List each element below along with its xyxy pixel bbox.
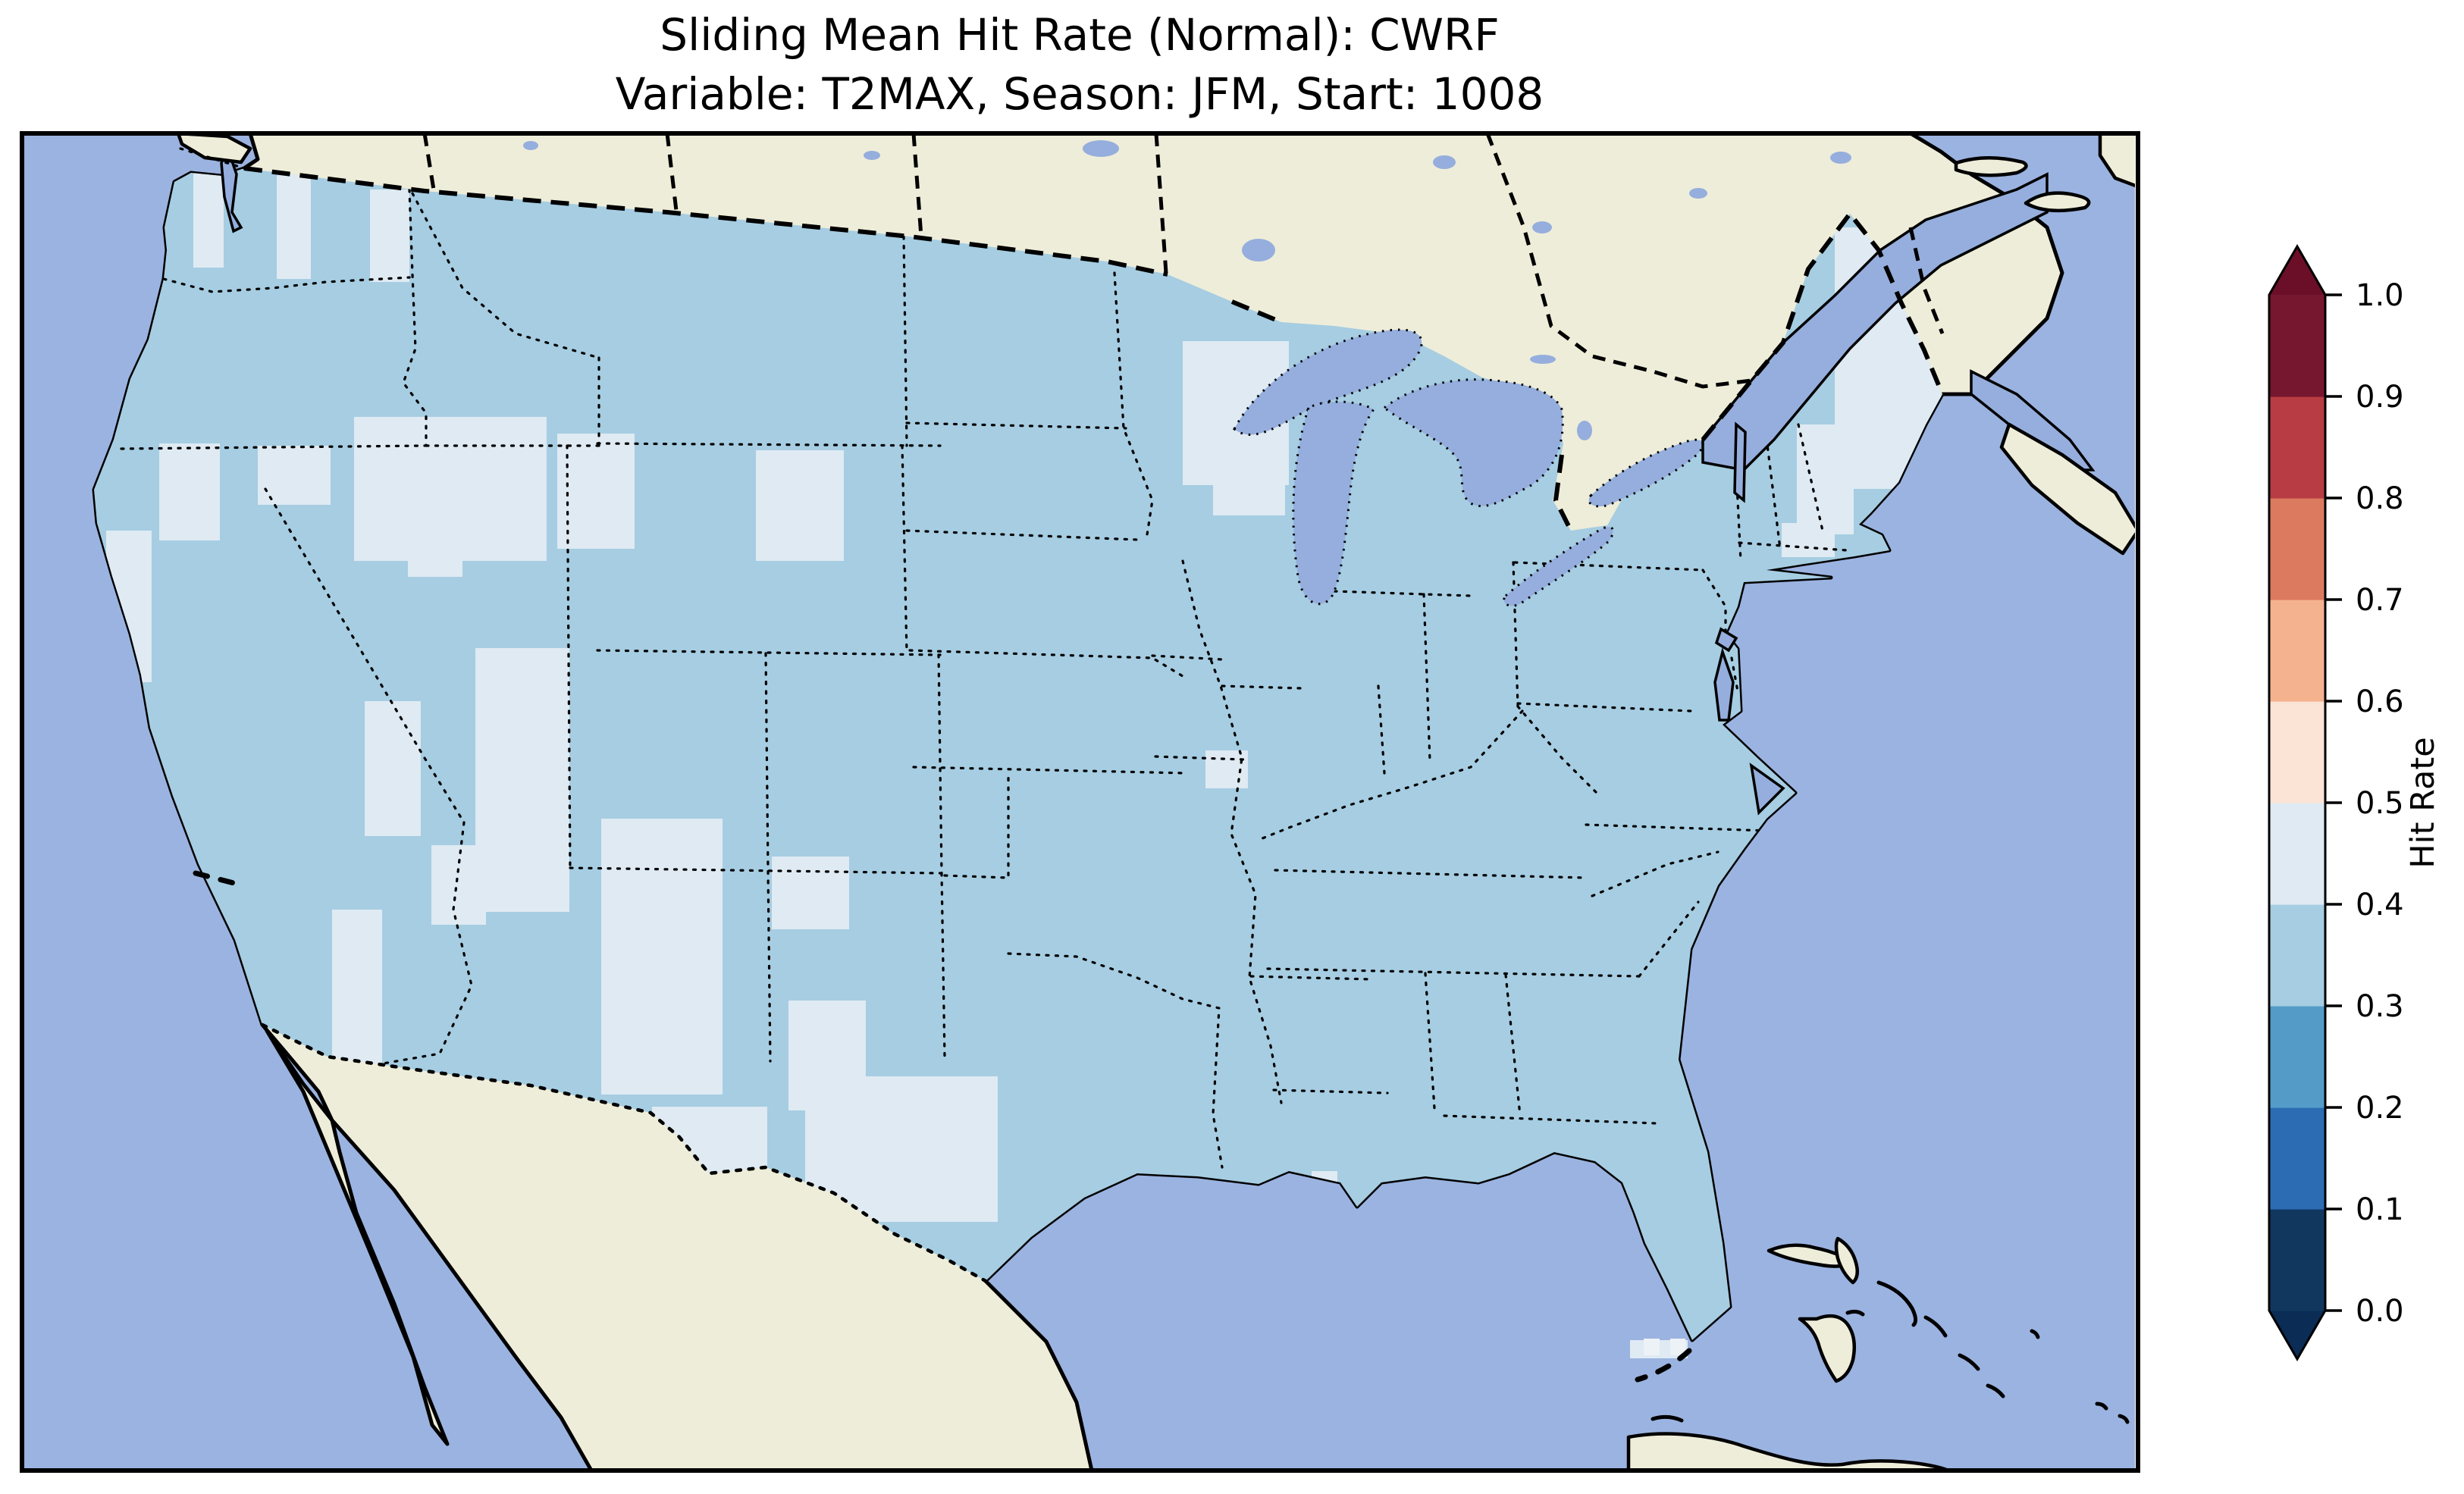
colorbar-bin-0.9-1.0 (2269, 295, 2325, 397)
strait-juan-de-fuca (179, 147, 246, 170)
florida-keys-cells (1630, 1339, 1688, 1358)
colorbar-bin-0.1-0.2 (2269, 1107, 2325, 1210)
pamlico-sound (1749, 763, 1785, 816)
vancouver-island (177, 136, 252, 164)
colorbar-bin-0.6-0.7 (2269, 600, 2325, 702)
colorbar-tick-label: 0.8 (2356, 481, 2404, 516)
hit-rate-light-patches (106, 168, 1942, 1222)
colorbar-tick-label: 0.7 (2356, 583, 2404, 618)
baja-california (265, 1029, 450, 1446)
abaco (1834, 1236, 1860, 1285)
colorbar-over-arrow (2269, 246, 2325, 295)
colorbar-bin-0.3-0.4 (2269, 904, 2325, 1007)
title-line-2: Variable: T2MAX, Season: JFM, Start: 100… (616, 68, 1544, 120)
colorbar-tick-label: 0.0 (2356, 1294, 2404, 1329)
puget-sound (220, 143, 243, 233)
us-canada-border (243, 166, 1945, 532)
islands (177, 136, 2135, 1468)
lake-erie (1503, 525, 1614, 607)
figure-title: Sliding Mean Hit Rate (Normal): CWRF Var… (616, 9, 1544, 120)
lake-champlain (1733, 421, 1747, 503)
lake-ontario (1588, 438, 1704, 508)
caribbean-bits (1651, 1402, 2130, 1424)
lake-michigan (1292, 400, 1376, 606)
great-lakes (1233, 328, 1704, 607)
st-lawrence-river (1701, 172, 2049, 471)
newfoundland-corner (2098, 136, 2135, 188)
colorbar-outline (2268, 244, 2327, 1361)
colorbar-tick-label: 0.3 (2356, 989, 2404, 1024)
colorbar-bin-0.2-0.3 (2269, 1006, 2325, 1108)
coastal-inlets (220, 143, 1785, 816)
lake-huron (1382, 378, 1564, 508)
colorbar-axis-label: Hit Rate (2404, 737, 2442, 868)
colorbar-tick-label: 0.2 (2356, 1091, 2404, 1126)
andros (1798, 1314, 1856, 1383)
delaware-bay (1714, 627, 1738, 653)
lake-superior (1233, 328, 1423, 436)
colorbar-under-arrow (2269, 1311, 2325, 1359)
colorbar-bin-0.4-0.5 (2269, 803, 2325, 905)
map-panel (24, 136, 2135, 1468)
prince-edward-island (2024, 191, 2091, 213)
cuba (1626, 1432, 1948, 1468)
colorbar-tick-label: 0.4 (2356, 888, 2404, 922)
bahamas-small-cays (1845, 1309, 2040, 1398)
channel-islands (193, 870, 240, 887)
colorbar-bin-0.0-0.1 (2269, 1209, 2325, 1311)
us-mexico-border (260, 1023, 988, 1283)
state-borders (120, 188, 1848, 1169)
colorbar-tick-label: 1.0 (2356, 278, 2404, 313)
title-line-1: Sliding Mean Hit Rate (Normal): CWRF (660, 9, 1499, 61)
colorbar-bin-0.7-0.8 (2269, 498, 2325, 600)
canada-small-lakes (523, 140, 1851, 440)
map-frame (20, 131, 2140, 1473)
chesapeake-bay (1713, 647, 1735, 722)
colorbar-bin-0.8-0.9 (2269, 396, 2325, 499)
canada-province-borders (422, 136, 1945, 389)
anticosti-island (1954, 156, 2028, 177)
colorbar: 1.0 0.9 0.8 0.7 0.6 0.5 0.4 0.3 0.2 0.1 0.0 (2269, 246, 2404, 1359)
colorbar-tick-label: 0.5 (2356, 786, 2404, 821)
florida-keys (1635, 1348, 1692, 1383)
nova-scotia (1999, 422, 2135, 556)
colorbar-bin-0.5-0.6 (2269, 701, 2325, 803)
colorbar-tick-label: 0.1 (2356, 1192, 2404, 1227)
colorbar-tick-label: 0.6 (2356, 684, 2404, 719)
eleuthera (1876, 1280, 1918, 1327)
colorbar-tick-label: 0.9 (2356, 380, 2404, 415)
